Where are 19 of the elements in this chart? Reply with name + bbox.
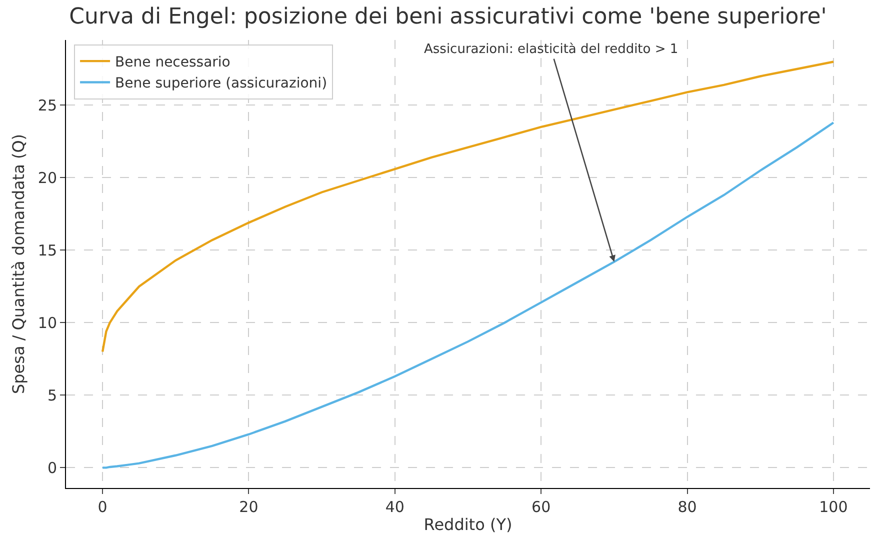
x-tick-label: 60 bbox=[532, 498, 551, 516]
y-tick-label: 5 bbox=[47, 386, 57, 404]
x-axis-title: Reddito (Y) bbox=[424, 515, 512, 534]
y-axis-title: Spesa / Quantità domandata (Q) bbox=[9, 134, 28, 394]
y-tick-label: 25 bbox=[38, 96, 57, 114]
legend-label: Bene necessario bbox=[115, 54, 230, 71]
x-tick-label: 80 bbox=[678, 498, 697, 516]
x-tick-label: 100 bbox=[819, 498, 848, 516]
y-tick-label: 15 bbox=[38, 241, 57, 260]
legend-label: Bene superiore (assicurazioni) bbox=[115, 76, 328, 92]
line-series bbox=[101, 122, 835, 469]
y-tick-label: 10 bbox=[38, 314, 57, 332]
y-tick-label: 20 bbox=[38, 168, 57, 187]
x-tick-label: 40 bbox=[385, 498, 404, 516]
chart-title: Curva di Engel: posizione dei beni assicurativi come 'bene superiore' bbox=[69, 4, 827, 30]
annotation: Assicurazioni: elasticità del reddito > 1 bbox=[424, 42, 678, 57]
y-tick-label: 0 bbox=[47, 458, 57, 477]
x-tick-label: 20 bbox=[239, 498, 258, 516]
x-tick-label: 0 bbox=[98, 498, 108, 516]
